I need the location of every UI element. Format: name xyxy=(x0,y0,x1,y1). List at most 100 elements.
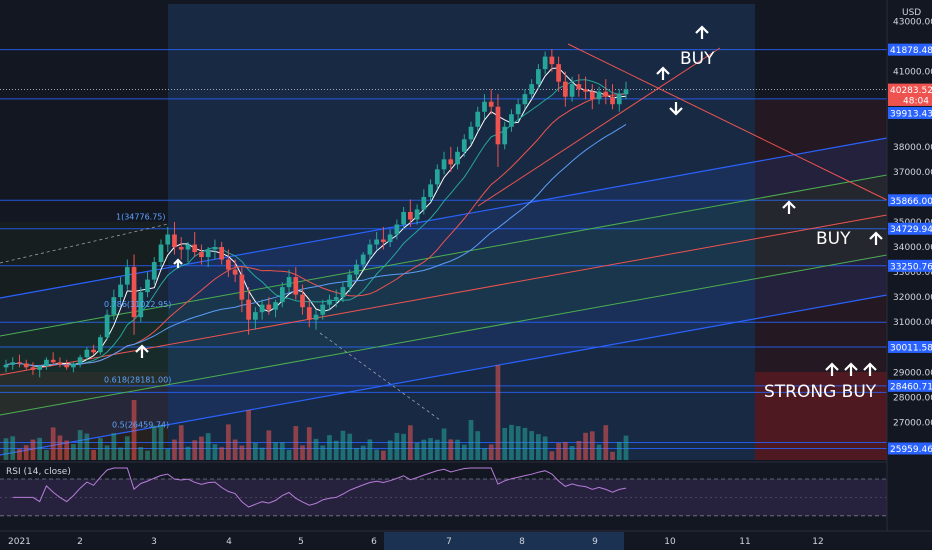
up-arrow-icon xyxy=(869,231,883,245)
volume-bar xyxy=(576,440,582,460)
candle-body xyxy=(131,267,137,318)
candle-body xyxy=(306,307,312,320)
rsi-pane[interactable]: RSI (14, close)75.0050.0025.00 xyxy=(0,461,932,526)
candle-body xyxy=(569,84,575,97)
volume-bar xyxy=(360,445,366,460)
candle-body xyxy=(529,84,535,95)
volume-bar xyxy=(327,435,332,460)
volume-bar xyxy=(529,431,535,460)
candle-body xyxy=(360,254,366,265)
candle-body xyxy=(407,211,413,220)
volume-bar xyxy=(367,439,373,460)
price-tick-label: 31000.00 xyxy=(893,318,932,328)
candle-body xyxy=(515,104,521,115)
candle-body xyxy=(488,101,494,107)
fib-label: 1(34776.75) xyxy=(116,212,166,221)
volume-bar xyxy=(158,424,164,460)
price-tick-label: 33000.00 xyxy=(893,268,932,278)
volume-bar xyxy=(279,442,285,460)
time-tick-label: 2021 xyxy=(8,537,31,547)
candle-body xyxy=(448,159,454,165)
candle-body xyxy=(145,279,150,293)
price-tag xyxy=(888,379,932,392)
candle-body xyxy=(239,274,245,300)
candle-body xyxy=(596,91,602,100)
candle-body xyxy=(293,277,299,295)
volume-bar xyxy=(30,439,36,460)
candle-body xyxy=(118,284,123,298)
volume-bar xyxy=(448,439,454,460)
candle-body xyxy=(387,234,393,243)
candle-body xyxy=(428,184,433,197)
candle-body xyxy=(97,337,103,353)
price-tag xyxy=(888,106,932,119)
candle-body xyxy=(246,299,251,320)
candle-body xyxy=(374,239,380,245)
volume-bar xyxy=(259,447,265,460)
blue-range-zone xyxy=(168,4,755,460)
time-axis[interactable]: 2021 2 3 4 5 6 7 8 9 10 11 12 xyxy=(0,530,932,550)
price-tag xyxy=(888,83,932,96)
candle-body xyxy=(151,262,157,280)
price-tag-label: 35866.00 xyxy=(890,197,932,207)
price-tick-label: 41000.00 xyxy=(893,68,932,78)
upper-channel-fill xyxy=(0,138,887,336)
volume-bar xyxy=(124,436,130,460)
candle-body xyxy=(165,234,171,245)
volume-bar xyxy=(145,450,150,460)
volume-bar xyxy=(64,440,70,460)
candle-body xyxy=(300,294,305,308)
volume-bar xyxy=(71,444,76,460)
volume-bar xyxy=(536,434,541,460)
volume-bar xyxy=(232,439,238,460)
volume-bar xyxy=(401,433,406,460)
candle-body xyxy=(37,366,43,370)
price-tag-label: 40283.52 xyxy=(890,86,932,96)
ma-long xyxy=(5,123,627,367)
volume-bar xyxy=(37,437,43,460)
candle-body xyxy=(583,89,588,92)
candle-body xyxy=(556,64,561,82)
volume-bar xyxy=(421,439,427,460)
candle-body xyxy=(616,94,622,105)
candle-body xyxy=(199,252,204,258)
up-arrow-icon xyxy=(782,200,796,214)
candle-body xyxy=(3,364,9,368)
price-tick-label: 29000.00 xyxy=(893,368,932,378)
candle-body xyxy=(124,267,130,285)
volume-bar xyxy=(23,445,29,460)
candle-body xyxy=(77,357,83,364)
volume-bar xyxy=(428,438,433,460)
candle-body xyxy=(327,299,332,305)
volume-bar xyxy=(17,448,22,460)
candle-body xyxy=(576,84,582,90)
candlesticks[interactable] xyxy=(3,49,629,378)
candle-body xyxy=(623,89,629,95)
rsi-band xyxy=(0,479,887,516)
volume-bar xyxy=(151,425,157,460)
fib-dashed-up xyxy=(0,223,169,264)
volume-bar xyxy=(603,425,609,460)
volume-bar xyxy=(320,445,326,460)
price-tag xyxy=(888,442,932,455)
candle-body xyxy=(273,302,278,310)
volume-bar xyxy=(286,449,292,460)
volume-bar xyxy=(246,410,251,460)
candle-body xyxy=(138,292,144,318)
up-arrow-icon xyxy=(695,25,709,39)
annotation-arrows xyxy=(135,25,883,376)
candle-body xyxy=(91,349,96,353)
price-axis[interactable]: USD43000.0041000.0038000.0037000.0035000… xyxy=(886,0,932,531)
volume-bar xyxy=(185,446,191,460)
candle-body xyxy=(589,91,595,100)
volume-bar xyxy=(502,427,508,460)
volume-bar xyxy=(252,442,258,460)
time-tick-label: 3 xyxy=(151,537,157,547)
volume-bar xyxy=(468,420,474,460)
channel-upper-mid xyxy=(0,174,888,337)
volume-bar xyxy=(219,447,225,460)
time-tick-label: 4 xyxy=(226,537,232,547)
price-tick-label: 28000.00 xyxy=(893,393,932,403)
volume-bar xyxy=(165,448,171,460)
